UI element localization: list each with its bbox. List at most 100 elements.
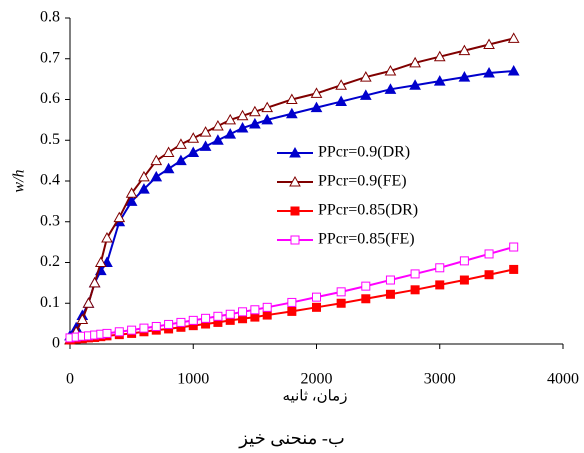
marker [187, 146, 200, 157]
marker [261, 113, 274, 125]
marker [287, 297, 297, 307]
marker [409, 79, 421, 90]
marker [286, 93, 298, 104]
x-axis-label: زمان، ثانیه [283, 388, 348, 404]
marker [312, 292, 321, 302]
marker [102, 328, 112, 338]
marker [238, 307, 248, 317]
marker [509, 242, 519, 252]
marker [410, 269, 420, 279]
marker [187, 132, 200, 143]
marker [150, 154, 163, 166]
marker [458, 44, 471, 56]
marker [336, 287, 346, 297]
y-tick-label: 0.3 [40, 212, 60, 229]
marker [114, 327, 124, 337]
marker [458, 71, 471, 82]
y-tick-label: 0.1 [40, 294, 60, 311]
marker [175, 154, 187, 166]
x-tick-label: 4000 [547, 371, 579, 388]
marker [286, 107, 298, 119]
y-tick-label: 0.2 [40, 253, 60, 270]
marker [138, 170, 150, 182]
marker [125, 187, 138, 198]
y-tick-label: 0.6 [40, 90, 60, 107]
marker [175, 138, 187, 149]
marker [139, 323, 149, 333]
x-tick-label: 2000 [301, 371, 333, 388]
marker [225, 309, 235, 319]
marker [212, 119, 224, 131]
marker [199, 126, 212, 137]
marker [433, 50, 446, 62]
marker [213, 311, 223, 321]
marker [199, 140, 212, 151]
marker [409, 56, 421, 68]
marker [435, 263, 445, 273]
marker [359, 89, 372, 100]
marker [385, 275, 395, 285]
marker [150, 170, 163, 182]
y-tick-label: 0.7 [40, 49, 60, 66]
marker [127, 325, 137, 335]
marker [507, 32, 520, 43]
marker [151, 321, 161, 331]
marker [236, 121, 249, 133]
y-tick-label: 0.5 [40, 131, 60, 148]
marker [250, 312, 260, 322]
legend-label: PPcr=0.85(DR) [318, 202, 418, 219]
series-line [69, 37, 514, 341]
caption: ب- منحنی خیز [238, 428, 345, 449]
marker [361, 294, 371, 304]
marker [262, 302, 272, 312]
marker [164, 319, 174, 329]
marker [335, 95, 347, 107]
marker [484, 270, 494, 280]
marker [250, 305, 260, 315]
marker [113, 211, 126, 223]
x-tick-label: 3000 [424, 371, 456, 388]
marker [361, 281, 371, 291]
marker [125, 195, 138, 206]
legend-label: PPcr=0.9(DR) [318, 144, 410, 161]
legend-marker [289, 146, 301, 158]
y-tick-label: 0.8 [40, 9, 60, 26]
marker [484, 249, 494, 259]
marker [384, 64, 397, 76]
series-line [69, 246, 514, 339]
marker [509, 264, 519, 274]
marker [224, 113, 237, 125]
marker [459, 275, 469, 285]
marker [385, 289, 395, 299]
legend-label: PPcr=0.85(FE) [318, 231, 415, 248]
marker [76, 313, 89, 325]
marker [236, 109, 249, 121]
marker [138, 183, 150, 194]
marker [336, 298, 346, 308]
x-tick-label: 0 [66, 371, 74, 388]
marker [82, 297, 95, 308]
x-tick-label: 1000 [177, 371, 209, 388]
marker [101, 232, 113, 243]
marker [287, 306, 297, 316]
marker [507, 64, 520, 76]
y-axis-label: w/h [11, 169, 28, 192]
marker [459, 256, 469, 266]
y-tick-label: 0 [52, 335, 60, 352]
legend-marker [289, 175, 301, 187]
marker [410, 285, 420, 295]
y-tick-label: 0.4 [40, 172, 60, 189]
marker [224, 128, 237, 139]
marker [249, 105, 261, 117]
marker [176, 317, 186, 327]
marker [384, 83, 397, 94]
marker [162, 162, 175, 174]
marker [201, 313, 211, 323]
legend-marker [290, 206, 300, 216]
marker [162, 146, 175, 157]
marker [483, 66, 495, 78]
marker [435, 280, 445, 290]
marker [335, 79, 347, 90]
marker [310, 87, 323, 98]
marker [249, 117, 261, 129]
